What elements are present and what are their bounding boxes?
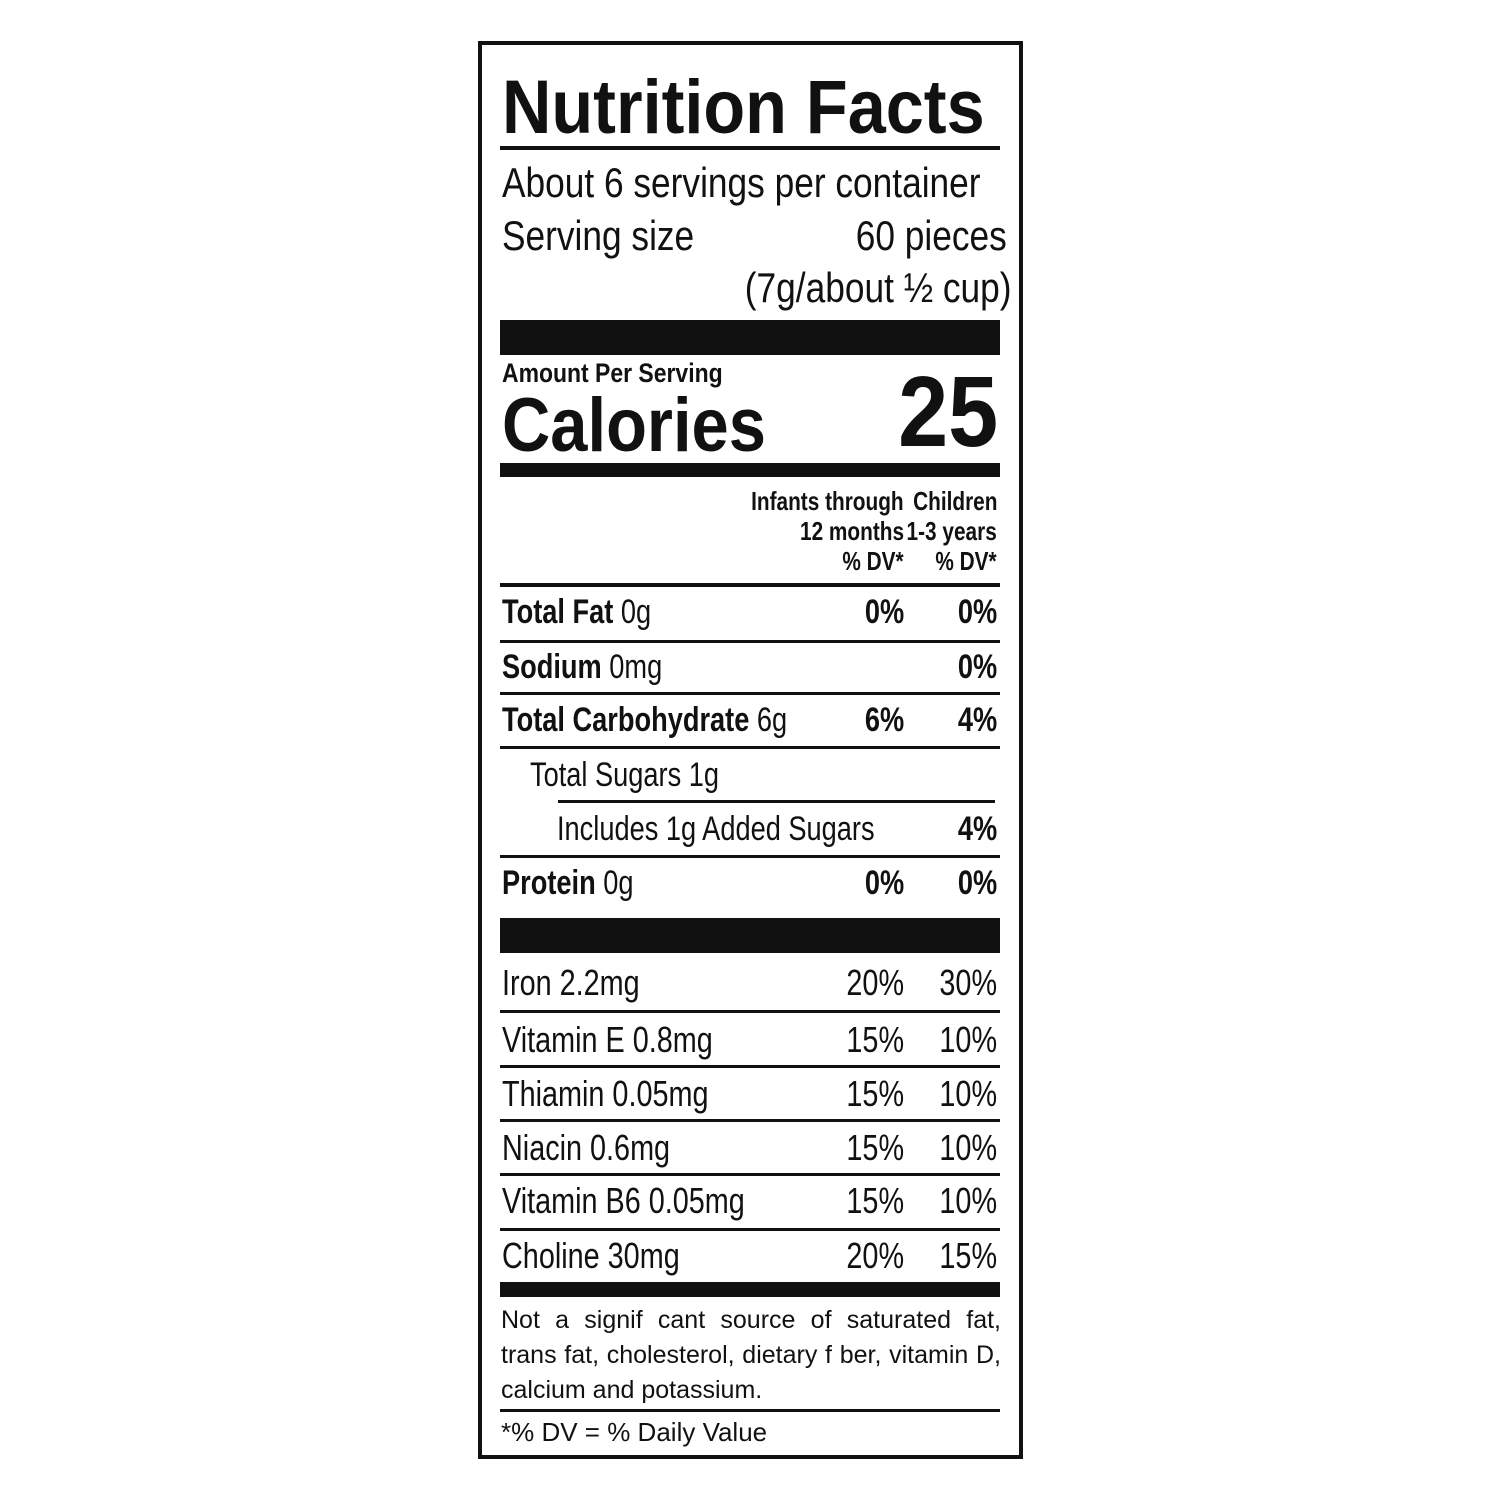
nutrient-amount: 6g: [756, 701, 788, 739]
dv-infants: 20%: [846, 1235, 904, 1276]
serving-size-value: 60 pieces: [855, 212, 1007, 259]
dv-children: 30%: [939, 962, 997, 1003]
dv-children: 4%: [957, 810, 997, 848]
nutrient-amount: 0g: [620, 593, 652, 631]
serving-size-label: Serving size: [502, 212, 695, 259]
dv-children: 15%: [939, 1235, 997, 1276]
vitamin-name: Iron 2.2mg: [502, 962, 640, 1003]
dv-children: 10%: [939, 1127, 997, 1168]
nutrient-name: Total Sugars 1g: [530, 756, 720, 794]
rule: [558, 800, 995, 803]
calories-label: Calories: [502, 383, 766, 468]
rule: [500, 583, 1000, 587]
amount-per-serving: Amount Per Serving: [502, 358, 723, 388]
vitamin-name: Choline 30mg: [502, 1235, 680, 1276]
column-header: % DV*: [842, 546, 904, 576]
dv-children: 10%: [939, 1073, 997, 1114]
column-header: Infants through: [751, 486, 904, 516]
thick-bar: [500, 918, 1000, 953]
rule: [500, 640, 1000, 643]
dv-children: 4%: [957, 701, 997, 739]
dv-infants: 15%: [846, 1127, 904, 1168]
rule: [500, 1010, 1000, 1013]
nutrient-row: Protein 0g: [502, 866, 634, 900]
dv-children: 0%: [957, 864, 997, 902]
vitamin-name: Vitamin E 0.8mg: [502, 1019, 713, 1060]
thick-rule: [500, 463, 1000, 477]
nutrient-name: Total Fat: [502, 593, 614, 631]
vitamin-name: Vitamin B6 0.05mg: [502, 1180, 745, 1221]
dv-infants: 15%: [846, 1180, 904, 1221]
column-header: % DV*: [935, 546, 997, 576]
nutrient-name: Total Carbohydrate: [502, 701, 750, 739]
vitamin-name: Niacin 0.6mg: [502, 1127, 671, 1168]
dv-infants: 0%: [864, 864, 904, 902]
rule: [500, 146, 1000, 150]
rule: [500, 1173, 1000, 1176]
dv-infants: 6%: [864, 701, 904, 739]
servings: About 6 servings per container: [502, 159, 981, 206]
thick-rule: [500, 1282, 1000, 1297]
dv-note: *% DV = % Daily Value: [501, 1417, 768, 1447]
dv-infants: 20%: [846, 962, 904, 1003]
rule: [500, 1119, 1000, 1122]
title: Nutrition Facts: [502, 65, 985, 150]
rule: [500, 1065, 1000, 1068]
vitamin-name: Thiamin 0.05mg: [502, 1073, 709, 1114]
nutrient-name: Includes 1g Added Sugars: [557, 810, 875, 848]
thick-bar: [500, 320, 1000, 355]
nutrient-row: Total Fat 0g: [502, 595, 651, 629]
nutrient-row: Total Carbohydrate 6g: [502, 703, 787, 737]
rule: [500, 692, 1000, 695]
dv-children: 10%: [939, 1180, 997, 1221]
rule: [500, 855, 1000, 858]
nutrient-amount: 0g: [603, 864, 634, 902]
dv-children: 0%: [957, 648, 997, 686]
dv-infants: 15%: [846, 1019, 904, 1060]
column-header: 1-3 years: [906, 516, 997, 546]
column-header: 12 months: [799, 516, 904, 546]
rule: [500, 1228, 1000, 1231]
dv-infants: 15%: [846, 1073, 904, 1114]
rule: [500, 1409, 1000, 1412]
column-header: Children: [912, 486, 997, 516]
footnote: Not a signif cant source of saturated fa…: [501, 1306, 1001, 1404]
nutrient-name: Protein: [502, 864, 596, 902]
nutrient-amount: 0mg: [609, 648, 663, 686]
rule: [500, 746, 1000, 749]
dv-children: 0%: [957, 593, 997, 631]
dv-infants: 0%: [864, 593, 904, 631]
dv-children: 10%: [939, 1019, 997, 1060]
serving-size-detail: (7g/about ½ cup): [745, 264, 1012, 311]
nutrient-row: Sodium 0mg: [502, 650, 662, 684]
calories-value: 25: [897, 356, 998, 468]
label-border: [478, 41, 1023, 1459]
nutrient-name: Sodium: [502, 648, 602, 686]
